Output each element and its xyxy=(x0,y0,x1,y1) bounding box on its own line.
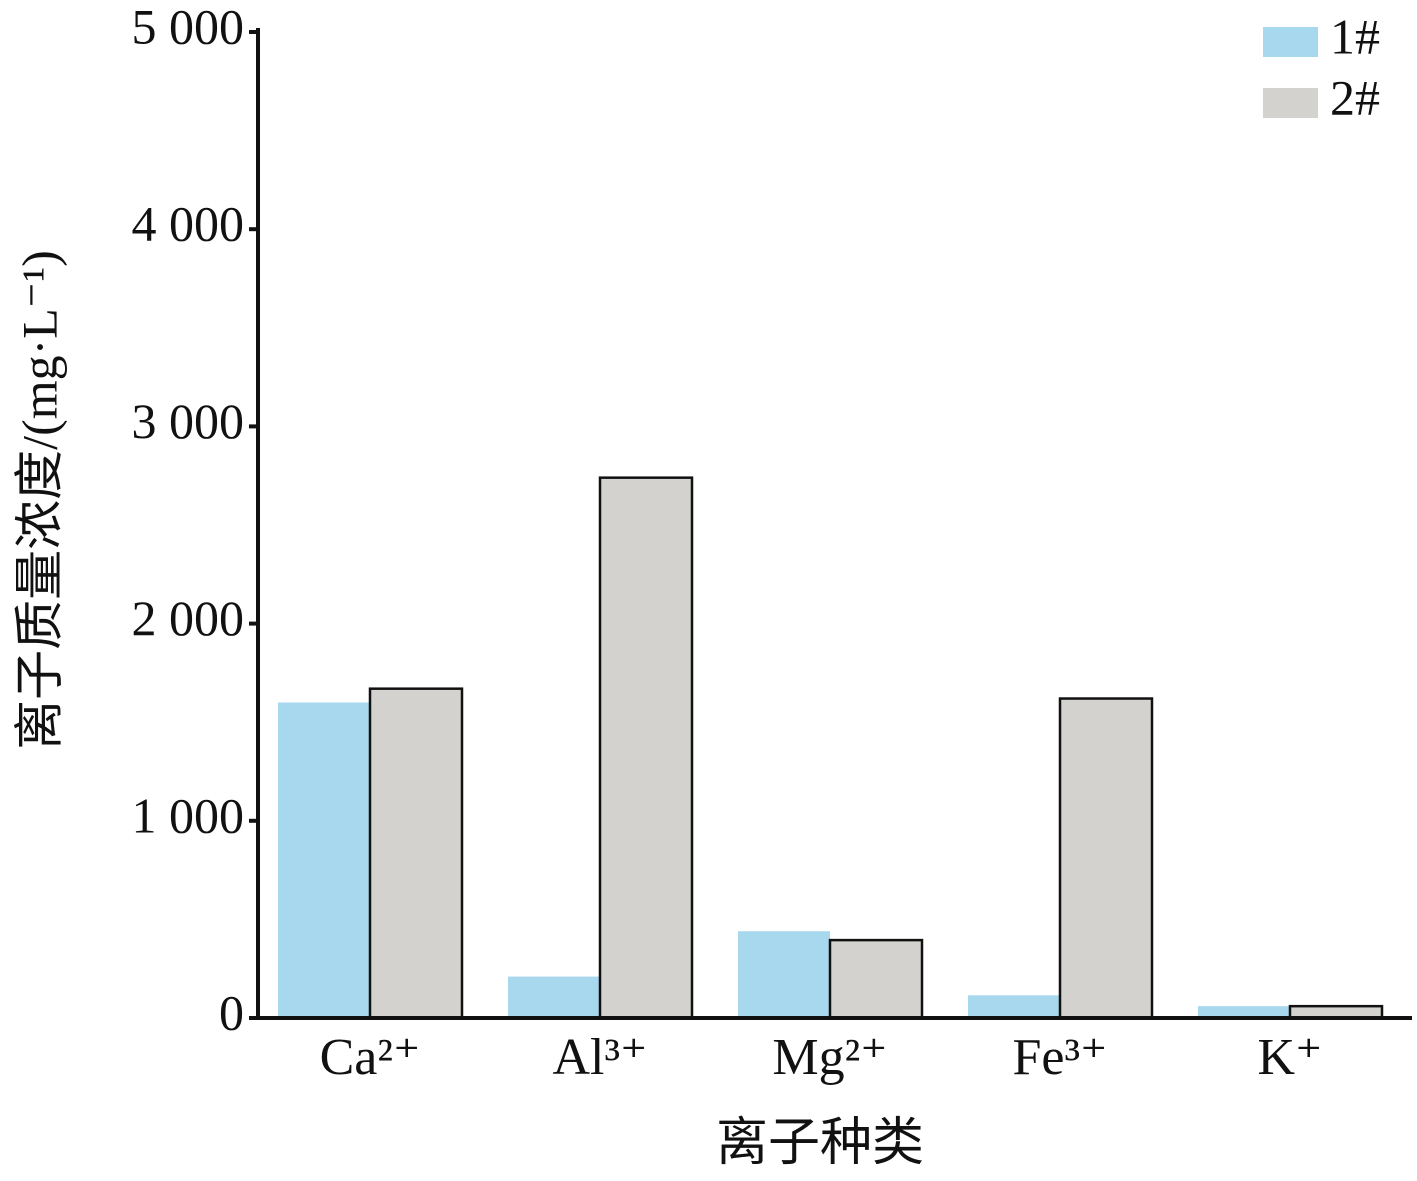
y-tick-label: 4 000 xyxy=(132,196,245,252)
bar xyxy=(1198,1006,1290,1018)
y-tick-label: 1 000 xyxy=(132,787,245,843)
y-tick-label: 5 000 xyxy=(132,0,245,54)
bar xyxy=(368,687,464,1020)
x-tick-label: Fe³⁺ xyxy=(1012,1029,1107,1086)
bar xyxy=(738,931,830,1018)
x-tick-label: K⁺ xyxy=(1258,1029,1323,1086)
legend-label: 1# xyxy=(1330,8,1380,64)
bar xyxy=(508,976,600,1018)
y-tick-label: 0 xyxy=(219,984,244,1040)
y-tick-label: 2 000 xyxy=(132,590,245,646)
x-axis-title: 离子种类 xyxy=(716,1115,924,1172)
y-axis-title: 离子质量浓度/(mg·L⁻¹) xyxy=(11,250,67,750)
bar xyxy=(598,476,694,1020)
legend-swatch xyxy=(1263,27,1318,57)
bar xyxy=(278,702,370,1018)
bar xyxy=(1058,697,1154,1020)
bar xyxy=(828,938,924,1020)
legend-swatch xyxy=(1263,88,1318,118)
x-tick-label: Ca²⁺ xyxy=(320,1029,421,1086)
y-tick-label: 3 000 xyxy=(132,393,245,449)
x-tick-label: Mg²⁺ xyxy=(772,1029,887,1086)
x-tick-label: Al³⁺ xyxy=(552,1029,647,1086)
legend-label: 2# xyxy=(1330,69,1380,125)
bar xyxy=(968,995,1060,1018)
